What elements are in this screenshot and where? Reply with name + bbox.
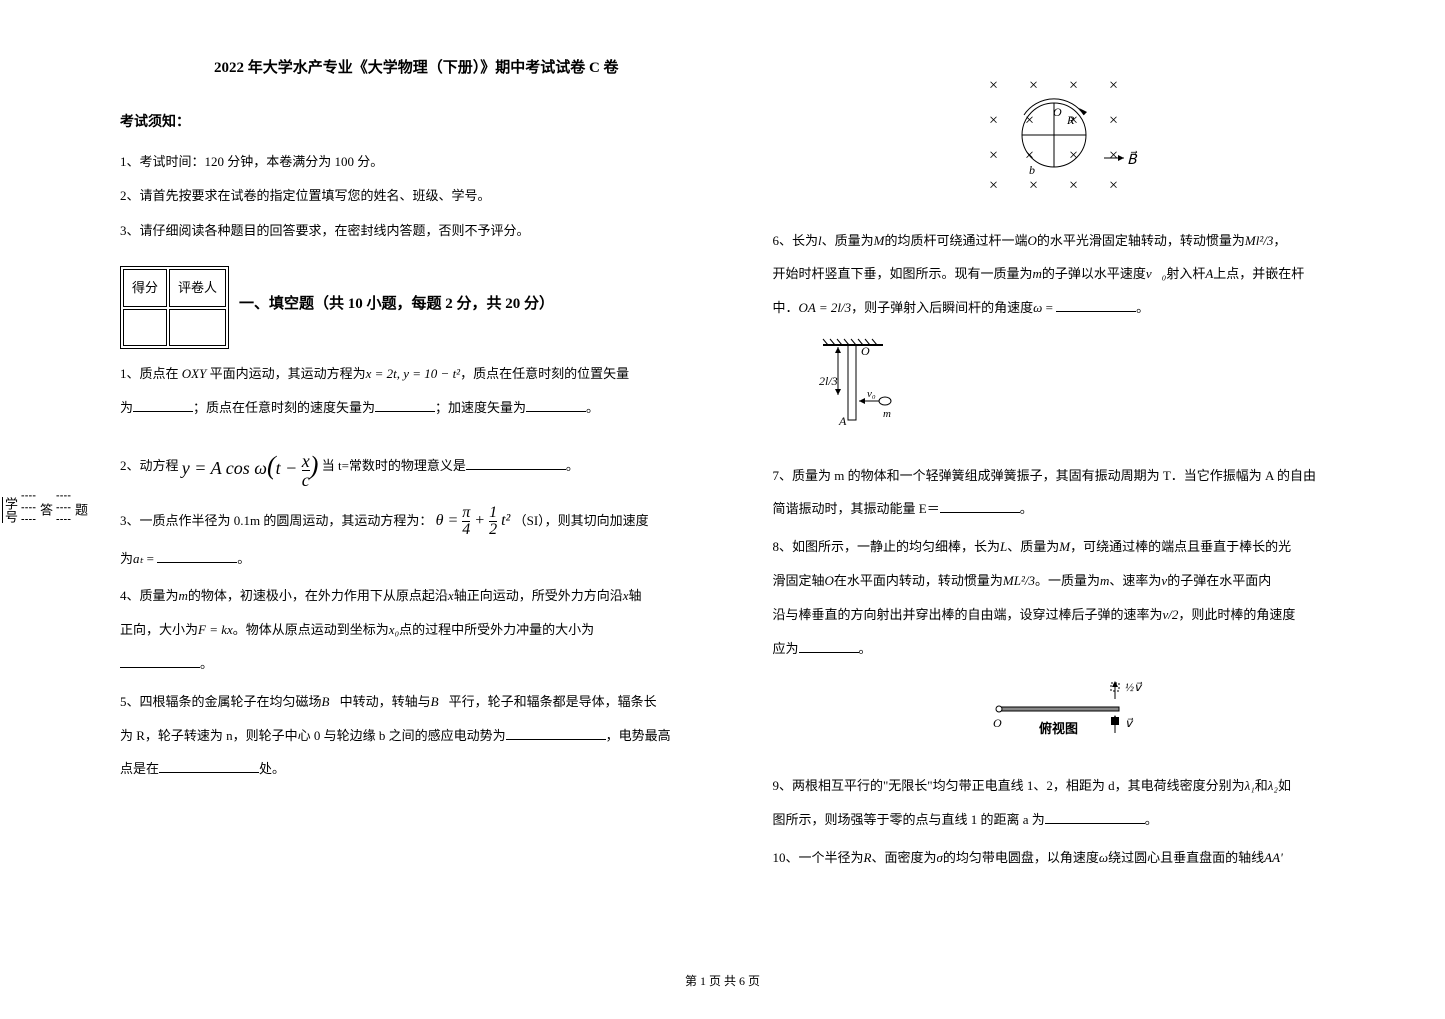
exam-title: 2022 年大学水产专业《大学物理（下册）》期中考试试卷 C 卷 [120,50,713,86]
svg-text:×: × [989,77,998,94]
score-col: 得分 [123,269,167,306]
svg-text:O: O [993,716,1002,730]
svg-text:2l/3: 2l/3 [819,374,838,388]
question-7: 7、质量为 m 的物体和一个轻弹簧组成弹簧振子，其固有振动周期为 T．当它作振幅… [773,459,1366,527]
blank[interactable] [466,456,566,470]
blank[interactable] [1056,298,1136,312]
blank[interactable] [799,639,859,653]
blank[interactable] [1045,810,1145,824]
blank[interactable] [375,398,435,412]
binding-label: 学号 [1,497,20,523]
blank[interactable] [159,759,259,773]
question-3: 3、一质点作半径为 0.1m 的圆周运动，其运动方程为： θ = π4 + 12… [120,500,713,575]
svg-text:O: O [861,344,870,358]
blank[interactable] [120,654,200,668]
svg-text:v⃗: v⃗ [1125,716,1134,730]
right-column: ×××× ×× ×× ×××× ×× ×× O R b B⃗ 6、长为l、质量为… [773,50,1366,878]
score-table: 得分 评卷人 [120,266,229,348]
wheel-diagram: ×××× ×× ×× ×××× ×× ×× O R b B⃗ [773,60,1366,214]
svg-text:×: × [1109,77,1118,94]
svg-text:R: R [1066,113,1075,127]
blank[interactable] [157,549,237,563]
svg-text:O: O [1053,105,1062,119]
blank[interactable] [940,499,1020,513]
svg-text:m: m [883,408,891,420]
page-content: 2022 年大学水产专业《大学物理（下册）》期中考试试卷 C 卷 考试须知： 1… [120,50,1365,878]
grader-col: 评卷人 [169,269,226,306]
rod-diagram: O 2l/3 A v₀ m [813,335,1366,449]
instruction: 3、请仔细阅读各种题目的回答要求，在密封线内答题，否则不予评分。 [120,217,713,246]
svg-text:B⃗: B⃗ [1127,150,1138,168]
question-9: 9、两根相互平行的"无限长"均匀带正电直线 1、2，相距为 d，其电荷线密度分别… [773,769,1366,837]
svg-text:v₀: v₀ [867,388,876,400]
binding-label: 题 [71,503,90,516]
question-8: 8、如图所示，一静止的均匀细棒，长为L、质量为M，可绕通过棒的端点且垂直于棒长的… [773,530,1366,665]
section-title: 一、填空题（共 10 小题，每题 2 分，共 20 分） [239,286,554,322]
top-view-diagram: O ½v⃗ v⃗ 俯视图 [773,675,1366,759]
caption-label: 俯视图 [1039,721,1078,736]
page-footer: 第 1 页 共 6 页 [0,972,1445,989]
blank[interactable] [526,398,586,412]
svg-text:×: × [1109,112,1118,129]
svg-text:×: × [1069,177,1078,194]
svg-text:×: × [1069,77,1078,94]
binding-margin: 题 ┊┊┊ 答 ┊┊┊ 学号 准 ┊┊┊ 不 ┊┊┊ 班级 内 ┊┊┊ 线 ┊┊… [50,0,90,1019]
binding-label: 准 [0,503,1,516]
svg-text:A: A [838,414,847,428]
svg-text:×: × [989,112,998,129]
blank[interactable] [133,398,193,412]
binding-label: 答 [36,503,55,516]
left-column: 2022 年大学水产专业《大学物理（下册）》期中考试试卷 C 卷 考试须知： 1… [120,50,713,878]
svg-text:×: × [1109,177,1118,194]
instruction: 1、考试时间：120 分钟，本卷满分为 100 分。 [120,148,713,177]
svg-text:×: × [1069,147,1078,164]
svg-text:×: × [1029,177,1038,194]
svg-text:×: × [989,147,998,164]
question-6: 6、长为l、质量为M的均质杆可绕通过杆一端O的水平光滑固定轴转动，转动惯量为Ml… [773,224,1366,325]
question-1: 1、质点在 OXY 平面内运动，其运动方程为x = 2t, y = 10 − t… [120,357,713,425]
svg-text:½v⃗: ½v⃗ [1125,680,1143,694]
instruction: 2、请首先按要求在试卷的指定位置填写您的姓名、班级、学号。 [120,182,713,211]
question-4: 4、质量为m的物体，初速极小，在外力作用下从原点起沿x轴正向运动，所受外力方向沿… [120,579,713,680]
question-5: 5、四根辐条的金属轮子在均匀磁场B⃗中转动，转轴与B⃗平行，轮子和辐条都是导体，… [120,685,713,786]
svg-text:×: × [1109,147,1118,164]
svg-text:b: b [1029,163,1035,177]
notice-head: 考试须知： [120,106,713,140]
question-2: 2、动方程 y = A cos ω(t − xc) 当 t=常数时的物理意义是。 [120,428,713,496]
svg-text:×: × [1029,77,1038,94]
blank[interactable] [506,726,606,740]
question-10: 10、一个半径为R、面密度为σ的均匀带电圆盘，以角速度ω绕过圆心且垂直盘面的轴线… [773,841,1366,875]
svg-text:×: × [989,177,998,194]
